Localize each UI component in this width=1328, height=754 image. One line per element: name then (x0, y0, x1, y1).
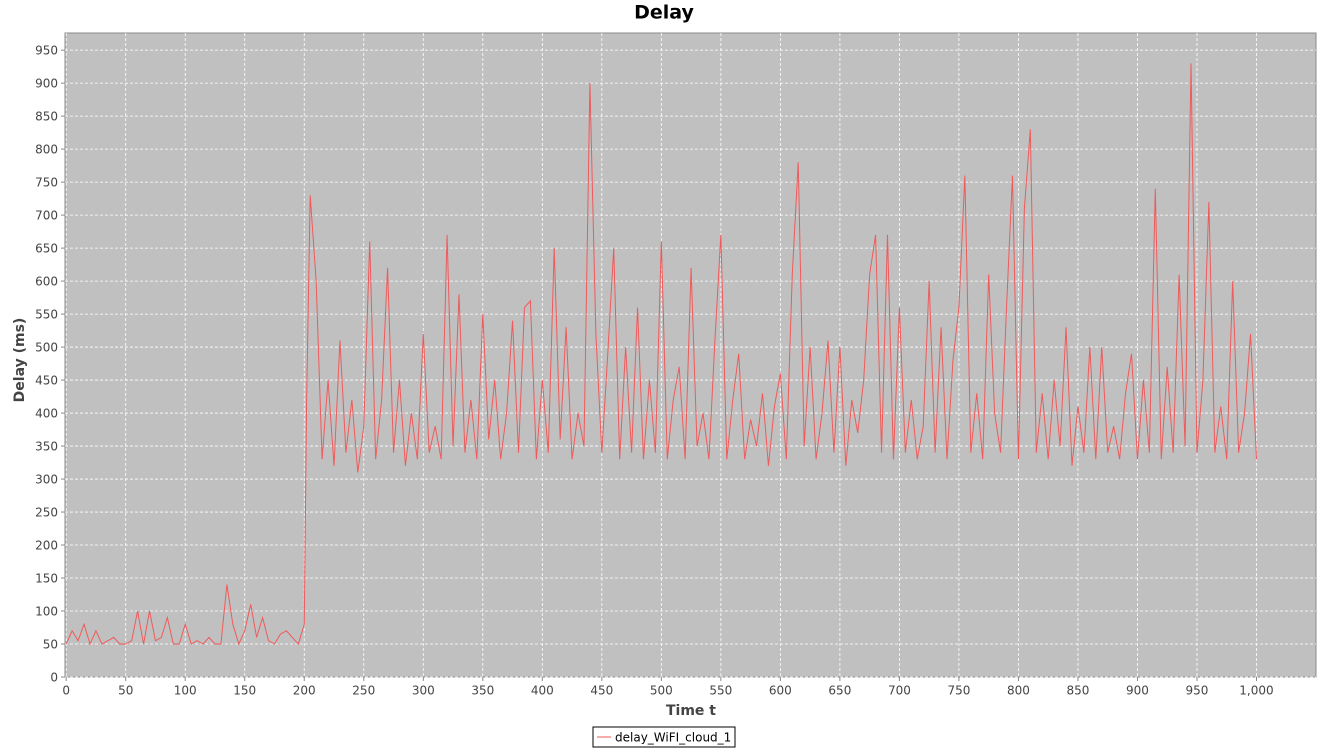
data-line (65, 63, 1257, 646)
x-tick-label: 350 (471, 684, 494, 698)
chart-title: Delay (634, 2, 694, 24)
y-tick-label: 950 (35, 44, 58, 58)
legend-box (592, 726, 736, 748)
x-tick-label: 150 (233, 684, 256, 698)
y-tick-label: 550 (35, 308, 58, 322)
x-tick-label: 50 (118, 684, 133, 698)
y-tick-label: 50 (43, 638, 58, 652)
x-tick-label: 550 (709, 684, 732, 698)
x-tick-label: 200 (293, 684, 316, 698)
y-tick-label: 850 (35, 110, 58, 124)
x-tick-label: 850 (1066, 684, 1089, 698)
x-tick-label: 800 (1007, 684, 1030, 698)
x-tick-label: 900 (1126, 684, 1149, 698)
y-axis-label: Delay (ms) (12, 318, 28, 403)
plot-area (64, 32, 1317, 678)
x-tick-label: 750 (947, 684, 970, 698)
y-tick-label: 650 (35, 242, 58, 256)
x-tick-label: 400 (531, 684, 554, 698)
y-tick-label: 900 (35, 77, 58, 91)
y-tick-label: 750 (35, 176, 58, 190)
x-tick-label: 0 (62, 684, 70, 698)
x-tick-label: 650 (828, 684, 851, 698)
x-axis-label: Time t (666, 703, 716, 719)
y-tick-label: 350 (35, 440, 58, 454)
legend-label: delay_WiFI_cloud_1 (615, 731, 731, 745)
x-tick-label: 450 (590, 684, 613, 698)
y-tick-label: 100 (35, 605, 58, 619)
x-tick-label: 600 (769, 684, 792, 698)
x-tick-label: 950 (1186, 684, 1209, 698)
x-tick-label: 700 (888, 684, 911, 698)
y-tick-label: 800 (35, 143, 58, 157)
y-tick-label: 0 (50, 671, 58, 685)
x-tick-label: 1,000 (1239, 684, 1273, 698)
y-tick-label: 250 (35, 506, 58, 520)
y-tick-label: 500 (35, 341, 58, 355)
y-tick-label: 700 (35, 209, 58, 223)
x-tick-label: 300 (412, 684, 435, 698)
x-tick-label: 250 (352, 684, 375, 698)
y-tick-label: 400 (35, 407, 58, 421)
y-tick-label: 300 (35, 473, 58, 487)
x-tick-label: 100 (174, 684, 197, 698)
y-tick-label: 450 (35, 374, 58, 388)
y-tick-label: 150 (35, 572, 58, 586)
legend: delay_WiFI_cloud_1 (592, 726, 736, 748)
y-tick-label: 200 (35, 539, 58, 553)
x-tick-label: 500 (650, 684, 673, 698)
y-tick-label: 600 (35, 275, 58, 289)
